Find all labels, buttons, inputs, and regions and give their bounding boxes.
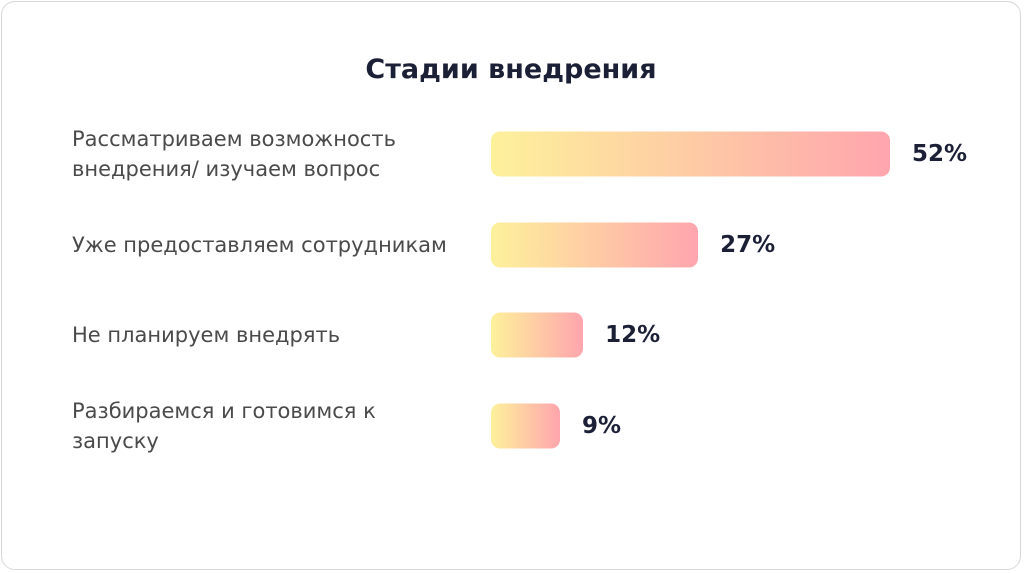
bar bbox=[491, 312, 584, 358]
bar bbox=[491, 131, 890, 177]
value-label: 9% bbox=[582, 412, 622, 439]
category-label: Уже предоставляем сотрудникам bbox=[72, 232, 447, 257]
value-label: 12% bbox=[605, 322, 661, 348]
category-label: Разбираемся и готовимся к запуску bbox=[72, 398, 376, 453]
value-label: 27% bbox=[720, 231, 776, 258]
category-label: Рассматриваем возможность внедрения/ изу… bbox=[72, 127, 396, 181]
chart-title: Стадии внедрения bbox=[365, 54, 657, 85]
value-label: 52% bbox=[912, 141, 968, 167]
category-label: Не планируем внедрять bbox=[72, 323, 341, 347]
bar bbox=[491, 403, 561, 448]
bar bbox=[491, 222, 699, 267]
